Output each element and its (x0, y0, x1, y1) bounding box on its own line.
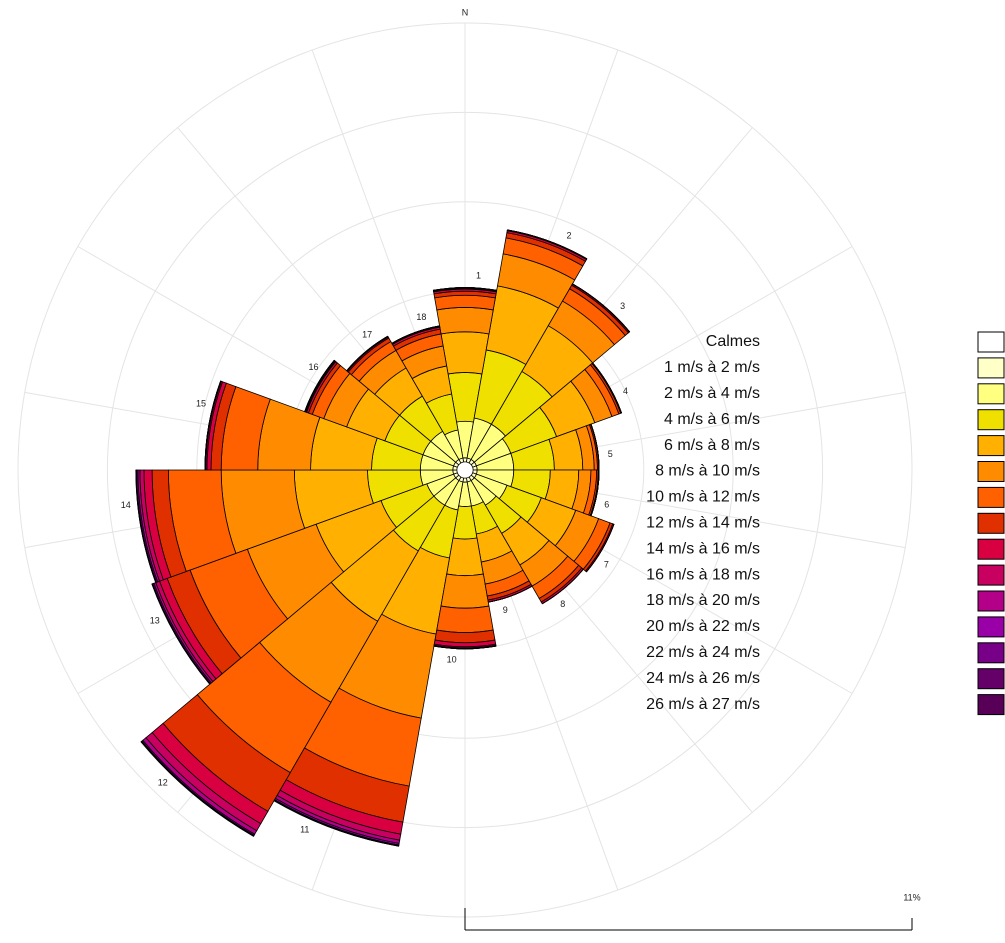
legend-label: 1 m/s à 2 m/s (664, 359, 760, 376)
legend-label: Calmes (706, 333, 760, 350)
legend-label: 22 m/s à 24 m/s (646, 644, 760, 661)
sector-label: 12 (158, 777, 168, 787)
legend-label: 6 m/s à 8 m/s (664, 437, 760, 454)
sector-segment (434, 294, 496, 311)
legend-label: 4 m/s à 6 m/s (664, 411, 760, 428)
sector-label: 4 (623, 386, 628, 396)
sector-label: 3 (620, 301, 625, 311)
sector-label: 2 (567, 231, 572, 241)
legend-label: 12 m/s à 14 m/s (646, 515, 760, 532)
sector-label: 17 (362, 330, 372, 340)
legend-label: 14 m/s à 16 m/s (646, 540, 760, 557)
sector-label: 7 (604, 560, 609, 570)
north-label: N (462, 7, 469, 17)
calm-circle (456, 461, 474, 479)
legend-swatch (977, 668, 1005, 690)
sector-label: 13 (150, 616, 160, 626)
sector-label: 9 (503, 605, 508, 615)
legend-label: 26 m/s à 27 m/s (646, 696, 760, 713)
sector-segment (572, 283, 630, 333)
legend-swatch (977, 461, 1005, 482)
sector-segment (586, 524, 615, 573)
sector-segment (436, 605, 494, 633)
legend-swatch (977, 616, 1005, 638)
legend-label: 2 m/s à 4 m/s (664, 385, 760, 402)
sector-segment (590, 469, 600, 517)
sector-segment (140, 741, 255, 837)
sector-label: 18 (416, 312, 426, 322)
sector-segment (135, 469, 157, 583)
legend-swatch (977, 486, 1005, 508)
sector-segment (433, 645, 497, 650)
sector-label: 5 (608, 449, 613, 459)
sector-segment (433, 287, 497, 291)
sector-segment (507, 229, 588, 260)
legend-label: 24 m/s à 26 m/s (646, 670, 760, 687)
legend-swatch (977, 642, 1005, 664)
scale-label: 11% (903, 892, 920, 902)
sector-label: 6 (604, 500, 609, 510)
legend-swatch (977, 538, 1005, 560)
sector-segment (592, 362, 622, 414)
sector-segment (446, 537, 484, 576)
sector-label: 15 (196, 399, 206, 409)
sector-label: 10 (447, 655, 457, 665)
legend-swatch (977, 694, 1005, 716)
legend-swatch (977, 590, 1005, 612)
legend-label: 8 m/s à 10 m/s (655, 463, 760, 480)
sector-label: 11 (300, 824, 309, 834)
sector-label: 16 (309, 362, 319, 372)
legend-label: 20 m/s à 22 m/s (646, 618, 760, 635)
legend-label: 10 m/s à 12 m/s (646, 489, 760, 506)
sector-segment (436, 307, 494, 335)
sector-segment (440, 573, 490, 609)
sector-label: 1 (476, 270, 481, 280)
sector-segment (440, 331, 490, 375)
sector-label: 14 (121, 500, 131, 510)
legend-swatch (977, 409, 1005, 431)
legend-swatch (977, 357, 1005, 379)
legend-swatch (977, 435, 1005, 457)
sector-segment (304, 360, 335, 412)
legend-swatch (977, 512, 1005, 534)
legend-swatch (977, 331, 1005, 353)
legend-swatch (977, 383, 1005, 405)
legend-label: 16 m/s à 18 m/s (646, 566, 760, 583)
sector-label: 8 (560, 599, 565, 609)
legend-swatch (977, 564, 1005, 586)
legend-label: 18 m/s à 20 m/s (646, 592, 760, 609)
